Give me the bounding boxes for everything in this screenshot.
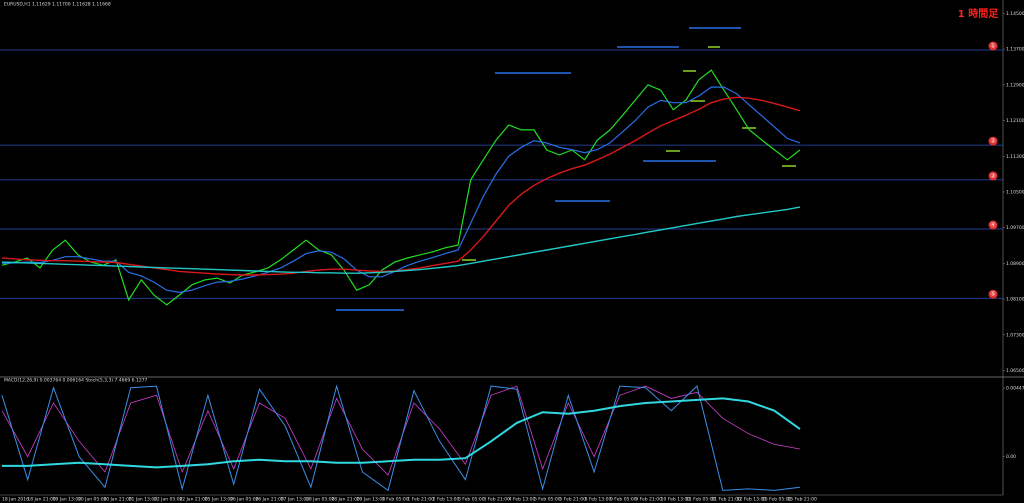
x-tick-label: 3 Feb 05:00 — [458, 497, 485, 503]
y-tick-label: 1.13700 — [1006, 47, 1024, 53]
x-tick-label: 5 Feb 21:00 — [559, 497, 586, 503]
x-tick-label: 26 Jan 21:00 — [255, 497, 284, 503]
y-tick-label: 0.00447 — [1006, 386, 1024, 392]
x-tick-label: 15 Feb 21:00 — [787, 497, 817, 503]
y-tick-label: 1.08100 — [1006, 297, 1024, 303]
resistance-marks — [336, 27, 796, 311]
x-tick-label: 8 Feb 13:00 — [585, 497, 612, 503]
x-tick-label: 22 Jan 05:00 — [154, 497, 183, 503]
level-badge — [988, 171, 998, 181]
y-tick-label: 1.07300 — [1006, 332, 1024, 338]
level-label: ① — [990, 43, 995, 50]
y-tick-label: 0.00 — [1006, 454, 1016, 460]
y-tick-label: 1.11300 — [1006, 154, 1024, 160]
series-line — [1, 206, 801, 274]
x-tick-label: 9 Feb 05:00 — [610, 497, 637, 503]
series-line — [1, 69, 801, 306]
x-tick-label: 1 Feb 21:00 — [407, 497, 434, 503]
x-tick-label: 1 Feb 05:00 — [382, 497, 409, 503]
x-tick-label: 20 Jan 21:00 — [103, 497, 132, 503]
x-tick-label: 20 Jan 05:00 — [78, 497, 107, 503]
level-label: ③ — [990, 172, 995, 179]
x-tick-label: 28 Jan 05:00 — [306, 497, 335, 503]
x-tick-label: 3 Feb 21:00 — [483, 497, 510, 503]
y-tick-label: 1.09700 — [1006, 225, 1024, 231]
y-tick-label: 1.12100 — [1006, 118, 1024, 124]
chart-title: EURUSD,H1 1.11629 1.11700 1.11628 1.1166… — [4, 2, 111, 8]
x-tick-label: 9 Feb 21:00 — [635, 497, 662, 503]
x-tick-label: 26 Jan 05:00 — [230, 497, 259, 503]
x-tick-label: 2 Feb 13:00 — [433, 497, 460, 503]
x-tick-label: 5 Feb 05:00 — [534, 497, 561, 503]
series-line — [1, 384, 801, 492]
series-line — [1, 86, 801, 294]
x-tick-label: 11 Feb 21:00 — [711, 497, 741, 503]
x-tick-label: 10 Feb 13:00 — [661, 497, 691, 503]
x-tick-label: 29 Jan 13:00 — [357, 497, 386, 503]
x-tick-label: 18 Jan 21:00 — [27, 497, 56, 503]
x-tick-label: 4 Feb 13:00 — [509, 497, 536, 503]
level-label: ④ — [990, 222, 995, 229]
x-tick-label: 28 Jan 21:00 — [331, 497, 360, 503]
x-tick-label: 18 Jan 2016 — [2, 497, 29, 503]
annotation: 1 時間足 — [958, 7, 999, 20]
x-tick-label: 21 Jan 13:00 — [129, 497, 158, 503]
y-tick-label: 1.14500 — [1006, 11, 1024, 17]
x-tick-label: 27 Jan 13:00 — [281, 497, 310, 503]
y-tick-label: 1.06500 — [1006, 368, 1024, 374]
level-badge — [988, 136, 998, 146]
level-badge — [988, 220, 998, 230]
x-tick-label: 22 Jan 21:00 — [179, 497, 208, 503]
x-tick-label: 12 Feb 13:00 — [737, 497, 767, 503]
level-label: ⑤ — [990, 291, 995, 298]
x-tick-label: 19 Jan 13:00 — [53, 497, 82, 503]
y-tick-label: 1.10500 — [1006, 189, 1024, 195]
level-label: ② — [990, 138, 996, 145]
level-badge — [988, 289, 998, 299]
x-tick-label: 11 Feb 05:00 — [686, 497, 716, 503]
series-line — [2, 397, 801, 469]
x-tick-label: 15 Feb 05:00 — [762, 497, 792, 503]
x-tick-label: 25 Jan 13:00 — [205, 497, 234, 503]
y-tick-label: 1.08900 — [1006, 261, 1024, 267]
indicator-title: MACD(12,26,9) 0.003764 0.006164 Stoch(5,… — [4, 378, 148, 384]
level-badge — [988, 41, 998, 51]
y-tick-label: 1.12900 — [1006, 82, 1024, 88]
